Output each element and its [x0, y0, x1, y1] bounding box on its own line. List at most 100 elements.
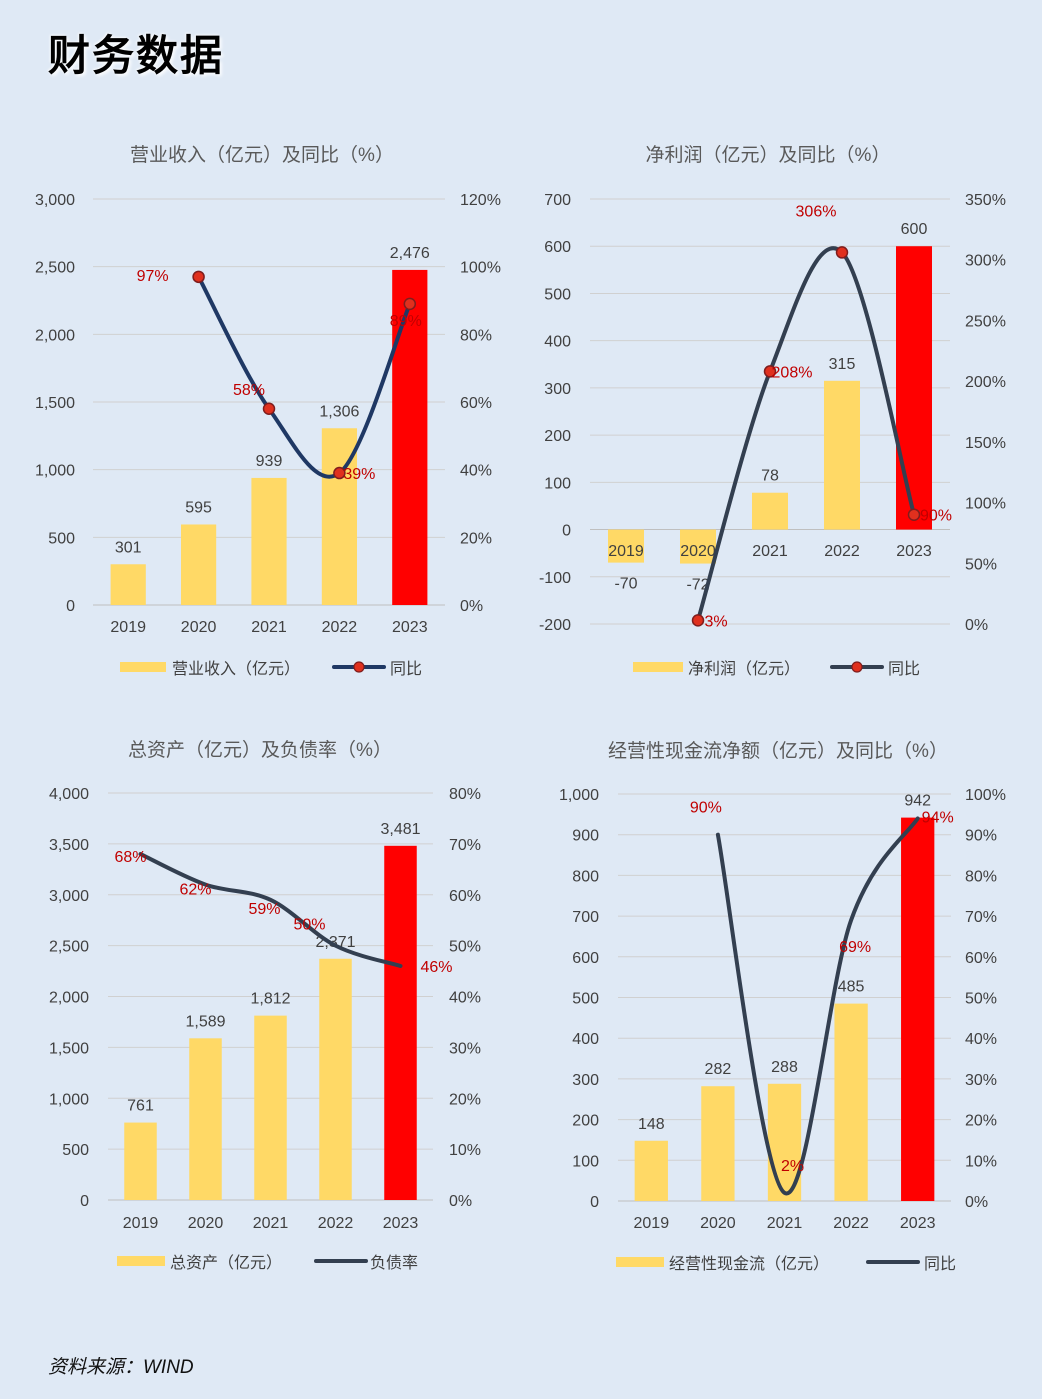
- y-right-tick-label: 80%: [460, 327, 492, 344]
- bar: [384, 845, 417, 1200]
- y-left-tick-label: 2,000: [49, 990, 89, 1007]
- y-right-tick-label: 0%: [965, 617, 988, 634]
- bar-value-label: 3,481: [380, 821, 420, 838]
- y-left-tick-label: 600: [544, 239, 571, 256]
- bar-value-label: 942: [904, 793, 931, 810]
- y-left-tick-label: 1,000: [35, 463, 75, 480]
- line-marker: [763, 365, 777, 378]
- chart-title: 营业收入（亿元）及同比（%）: [130, 144, 394, 166]
- y-left-tick-label: 400: [544, 334, 571, 351]
- x-tick-label: 2023: [392, 619, 428, 636]
- bar-value-label: 78: [761, 468, 779, 485]
- line-value-label: 2%: [781, 1158, 804, 1175]
- bar: [834, 1003, 868, 1201]
- bar: [124, 1122, 157, 1200]
- x-tick-label: 2019: [634, 1215, 670, 1232]
- y-right-tick-label: 60%: [965, 950, 997, 967]
- legend-line-label: 同比: [924, 1255, 956, 1273]
- y-right-tick-label: 0%: [965, 1194, 988, 1211]
- y-left-tick-label: 500: [572, 991, 599, 1008]
- legend-bar-swatch: [616, 1257, 664, 1267]
- y-right-tick-label: 150%: [965, 435, 1006, 452]
- line-marker: [333, 466, 346, 480]
- chart-title: 总资产（亿元）及负债率（%）: [128, 739, 392, 761]
- line-value-label: 62%: [179, 882, 211, 899]
- x-tick-label: 2021: [253, 1215, 289, 1232]
- y-right-tick-label: 50%: [449, 939, 481, 956]
- legend-line-label: 同比: [390, 660, 422, 678]
- y-right-tick-label: 60%: [449, 888, 481, 905]
- y-right-tick-label: 80%: [449, 786, 481, 803]
- line-value-label: 46%: [420, 959, 452, 976]
- y-left-tick-label: 1,000: [49, 1091, 89, 1108]
- series-line: [138, 852, 403, 968]
- bar-value-label: 1,589: [185, 1013, 225, 1030]
- y-left-tick-label: 500: [544, 286, 571, 303]
- bar-value-label: 288: [771, 1059, 798, 1076]
- bar: [110, 564, 146, 605]
- y-left-tick-label: 300: [544, 381, 571, 398]
- y-left-tick-label: 800: [572, 868, 599, 885]
- line-value-label: 306%: [796, 203, 837, 220]
- y-right-tick-label: 30%: [965, 1072, 997, 1089]
- bar-value-label: 1,306: [319, 403, 359, 420]
- line-value-label: 68%: [114, 849, 146, 866]
- series-line: [196, 274, 412, 479]
- bar-value-label: -70: [614, 576, 637, 593]
- legend-bar-swatch: [117, 1256, 165, 1266]
- x-tick-label: 2021: [251, 619, 287, 636]
- bar-value-label: 148: [638, 1116, 665, 1133]
- y-left-tick-label: 700: [544, 192, 571, 209]
- y-left-tick-label: 2,500: [35, 260, 75, 277]
- bar-value-label: 315: [829, 356, 856, 373]
- legend-line-label: 同比: [888, 660, 920, 678]
- y-right-tick-label: 100%: [965, 496, 1006, 513]
- y-left-tick-label: 300: [572, 1072, 599, 1089]
- y-left-tick-label: -100: [539, 570, 571, 587]
- y-left-tick-label: 100: [544, 475, 571, 492]
- y-left-tick-label: 4,000: [49, 786, 89, 803]
- bar: [752, 492, 788, 530]
- bar-value-label: 2,476: [390, 245, 430, 262]
- line-marker: [691, 614, 705, 627]
- line-value-label: 69%: [839, 939, 871, 956]
- y-right-tick-label: 0%: [460, 598, 483, 615]
- x-tick-label: 2023: [383, 1215, 419, 1232]
- line-value-label: 3%: [704, 613, 727, 630]
- bar-value-label: 939: [256, 453, 283, 470]
- y-left-tick-label: 600: [572, 950, 599, 967]
- x-tick-label: 2019: [110, 619, 146, 636]
- y-right-tick-label: 40%: [449, 990, 481, 1007]
- y-right-tick-label: 60%: [460, 395, 492, 412]
- bar: [634, 1140, 668, 1201]
- x-tick-label: 2022: [322, 619, 358, 636]
- y-left-tick-label: 0: [590, 1194, 599, 1211]
- chart-1: 营业收入（亿元）及同比（%） 0 500 1,000 1,500 2,000 2,500 3,…: [35, 144, 501, 678]
- y-left-tick-label: 500: [62, 1142, 89, 1159]
- bar: [701, 1086, 735, 1201]
- y-right-tick-label: 40%: [965, 1031, 997, 1048]
- y-left-tick-label: 200: [544, 428, 571, 445]
- y-left-tick-label: 200: [572, 1113, 599, 1130]
- x-tick-label: 2023: [896, 543, 932, 560]
- bar-value-label: 282: [705, 1061, 732, 1078]
- y-right-tick-label: 20%: [460, 530, 492, 547]
- y-right-tick-label: 70%: [965, 909, 997, 926]
- y-left-tick-label: 2,000: [35, 327, 75, 344]
- y-left-tick-label: -200: [539, 617, 571, 634]
- bar: [319, 958, 352, 1200]
- bar-value-label: 1,812: [250, 991, 290, 1008]
- y-right-tick-label: 50%: [965, 556, 997, 573]
- legend-line-marker: [851, 661, 863, 673]
- legend-bar-label: 经营性现金流（亿元）: [669, 1255, 829, 1273]
- bar-value-label: 595: [185, 499, 212, 516]
- line-marker: [403, 297, 417, 311]
- y-right-tick-label: 10%: [449, 1142, 481, 1159]
- bar-value-label: -72: [686, 577, 709, 594]
- chart-title: 经营性现金流净额（亿元）及同比（%）: [608, 740, 948, 762]
- legend-bar-swatch: [120, 662, 166, 672]
- y-right-tick-label: 80%: [965, 868, 997, 885]
- legend-bar-label: 净利润（亿元）: [688, 660, 800, 678]
- bar: [824, 380, 860, 530]
- page-title: 财务数据: [48, 31, 225, 80]
